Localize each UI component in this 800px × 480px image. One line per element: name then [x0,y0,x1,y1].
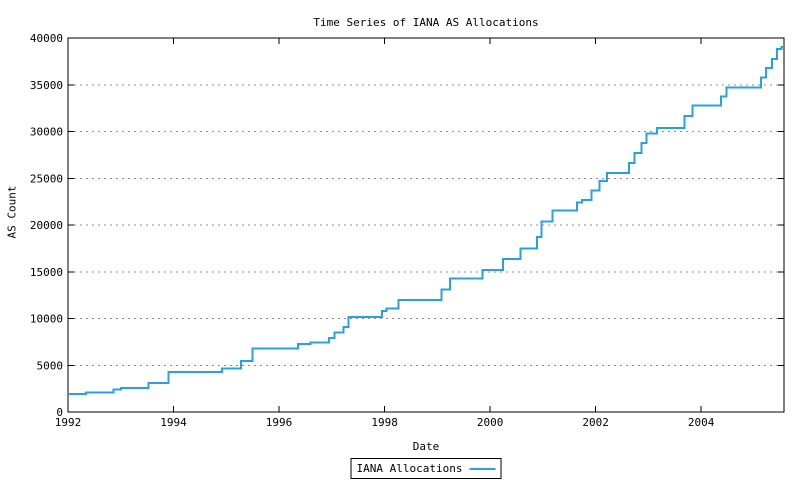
x-axis-title: Date [412,440,440,453]
legend-line-sample [469,467,496,470]
y-tick-label: 10000 [30,313,63,326]
x-tick-label: 2004 [688,416,715,429]
y-tick-label: 5000 [37,359,64,372]
x-tick-label: 1992 [55,416,82,429]
x-tick-label: 1996 [266,416,293,429]
y-tick-label: 0 [56,406,63,419]
series-line [68,45,784,395]
plot-border [67,37,785,413]
x-tick-label: 1994 [160,416,187,429]
legend-label: IANA Allocations [356,462,463,475]
y-tick-label: 40000 [30,32,63,45]
legend: IANA Allocations [350,458,502,479]
x-tick-label: 1998 [371,416,398,429]
x-tick-label: 2002 [582,416,609,429]
chart-title: Time Series of IANA AS Allocations [313,16,539,29]
y-tick-label: 15000 [30,266,63,279]
y-tick-label: 20000 [30,219,63,232]
y-tick-label: 25000 [30,172,63,185]
y-tick-label: 35000 [30,79,63,92]
y-tick-label: 30000 [30,126,63,139]
x-tick-label: 2000 [477,416,504,429]
